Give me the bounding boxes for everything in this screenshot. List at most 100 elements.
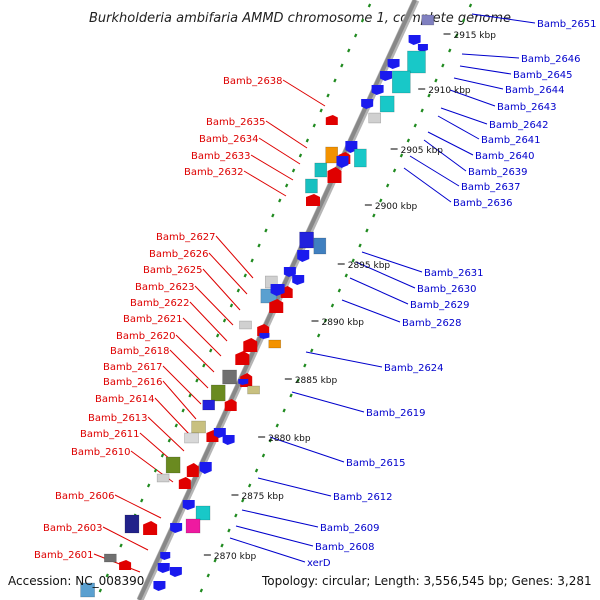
gene-feature-block <box>305 178 318 194</box>
ruler-dash-left <box>353 33 358 38</box>
left-leader-line <box>243 170 287 197</box>
gene-feature-arrow-forward <box>269 299 284 313</box>
gene-feature-arrow-forward <box>186 463 199 477</box>
ruler-dash-right <box>392 168 397 173</box>
ruler-dash-right <box>448 48 452 53</box>
ruler-dash-left <box>181 408 185 413</box>
gene-feature-arrow-reverse <box>408 35 421 45</box>
right-gene-label: Bamb_2643 <box>497 102 557 113</box>
left-leader-line <box>208 252 248 295</box>
right-leader-line <box>409 155 460 187</box>
left-gene-label: Bamb_2626 <box>149 249 209 260</box>
ruler-dash-left <box>305 138 310 143</box>
gene-feature-block <box>124 514 140 534</box>
ruler-dash-left <box>340 63 344 68</box>
left-leader-line <box>154 397 191 436</box>
gene-feature-arrow-reverse <box>238 379 249 385</box>
right-gene-label: Bamb_2645 <box>513 70 573 81</box>
ruler-dash-left <box>195 378 199 383</box>
ruler-dash-left <box>333 78 337 83</box>
ruler-dash-left <box>291 168 296 173</box>
left-gene-label: Bamb_2610 <box>71 447 131 458</box>
left-gene-label: Bamb_2614 <box>95 394 155 405</box>
gene-feature-block <box>407 50 426 74</box>
ruler-dash-left <box>347 48 351 53</box>
ruler-dash-right <box>468 3 473 8</box>
gene-feature-block <box>222 369 237 385</box>
left-gene-label: Bamb_2622 <box>130 298 190 309</box>
left-leader-line <box>162 380 197 420</box>
right-leader-line <box>235 525 314 547</box>
ruler-dash-right <box>234 513 238 518</box>
scale-label: 2895 kbp <box>348 261 391 271</box>
scale-label: 2875 kbp <box>241 492 284 502</box>
left-gene-label: Bamb_2603 <box>43 523 103 534</box>
right-leader-line <box>269 436 345 463</box>
ruler-dash-right <box>254 468 259 473</box>
gene-feature-arrow-reverse <box>417 44 428 52</box>
gene-feature-block <box>239 320 252 330</box>
left-leader-line <box>189 301 228 342</box>
ruler-dash-left <box>188 393 192 398</box>
ruler-dash-right <box>289 393 293 398</box>
ruler-dash-right <box>337 288 342 293</box>
gene-feature-arrow-reverse <box>170 523 183 533</box>
gene-feature-arrow-reverse <box>153 581 166 591</box>
ruler-dash-right <box>316 333 321 338</box>
right-leader-line <box>453 77 504 90</box>
gene-feature-block <box>268 339 282 349</box>
gene-feature-arrow-forward <box>325 115 338 125</box>
ruler-dash-left <box>250 258 254 263</box>
right-gene-label: Bamb_2642 <box>489 120 549 131</box>
left-gene-label: Bamb_2620 <box>116 331 176 342</box>
left-leader-line <box>250 154 294 181</box>
ruler-dash-left <box>140 498 144 503</box>
right-leader-line <box>355 261 416 289</box>
gene-feature-arrow-reverse <box>169 567 182 577</box>
gene-feature-block <box>391 70 411 94</box>
ruler-dash-left <box>257 243 261 248</box>
right-gene-label: xerD <box>307 558 331 569</box>
left-leader-line <box>258 137 301 165</box>
gene-feature-arrow-forward <box>243 338 258 352</box>
right-gene-label: Bamb_2636 <box>453 198 513 209</box>
right-gene-label: Bamb_2637 <box>461 182 521 193</box>
right-leader-line <box>423 139 467 172</box>
gene-feature-arrow-reverse <box>371 85 384 95</box>
left-leader-line <box>147 416 185 452</box>
left-leader-line <box>282 79 326 107</box>
topology-label: Topology: circular; Length: 3,556,545 bp… <box>262 574 592 588</box>
ruler-dash-left <box>222 318 227 323</box>
gene-feature-arrow-reverse <box>259 333 270 339</box>
gene-feature-arrow-reverse <box>387 59 400 69</box>
gene-feature-block <box>313 237 327 255</box>
left-gene-label: Bamb_2625 <box>143 265 203 276</box>
ruler-dash-right <box>406 138 411 143</box>
left-gene-label: Bamb_2621 <box>123 314 183 325</box>
right-gene-label: Bamb_2641 <box>481 135 541 146</box>
ruler-dash-right <box>330 303 335 308</box>
right-leader-line <box>461 53 520 59</box>
right-gene-label: Bamb_2651 <box>537 19 597 30</box>
ruler-dash-left <box>215 333 220 338</box>
scale-label: 2915 kbp <box>454 31 497 41</box>
left-leader-line <box>169 349 209 389</box>
right-leader-line <box>291 391 365 413</box>
left-leader-line <box>114 494 162 519</box>
ruler-dash-left <box>105 573 109 578</box>
right-gene-label: Bamb_2640 <box>475 151 535 162</box>
ruler-dash-left <box>202 363 206 368</box>
ruler-dash-left <box>160 453 165 458</box>
left-gene-label: Bamb_2633 <box>191 151 251 162</box>
gene-feature-block <box>156 473 170 483</box>
left-gene-label: Bamb_2627 <box>156 232 216 243</box>
gene-feature-block <box>299 231 314 249</box>
left-leader-line <box>93 553 141 573</box>
left-gene-label: Bamb_2632 <box>184 167 244 178</box>
gene-feature-arrow-forward <box>178 477 191 489</box>
ruler-dash-left <box>360 18 365 23</box>
gene-feature-arrow-reverse <box>292 275 305 285</box>
ruler-dash-right <box>268 438 273 443</box>
right-gene-label: Bamb_2624 <box>384 363 444 374</box>
